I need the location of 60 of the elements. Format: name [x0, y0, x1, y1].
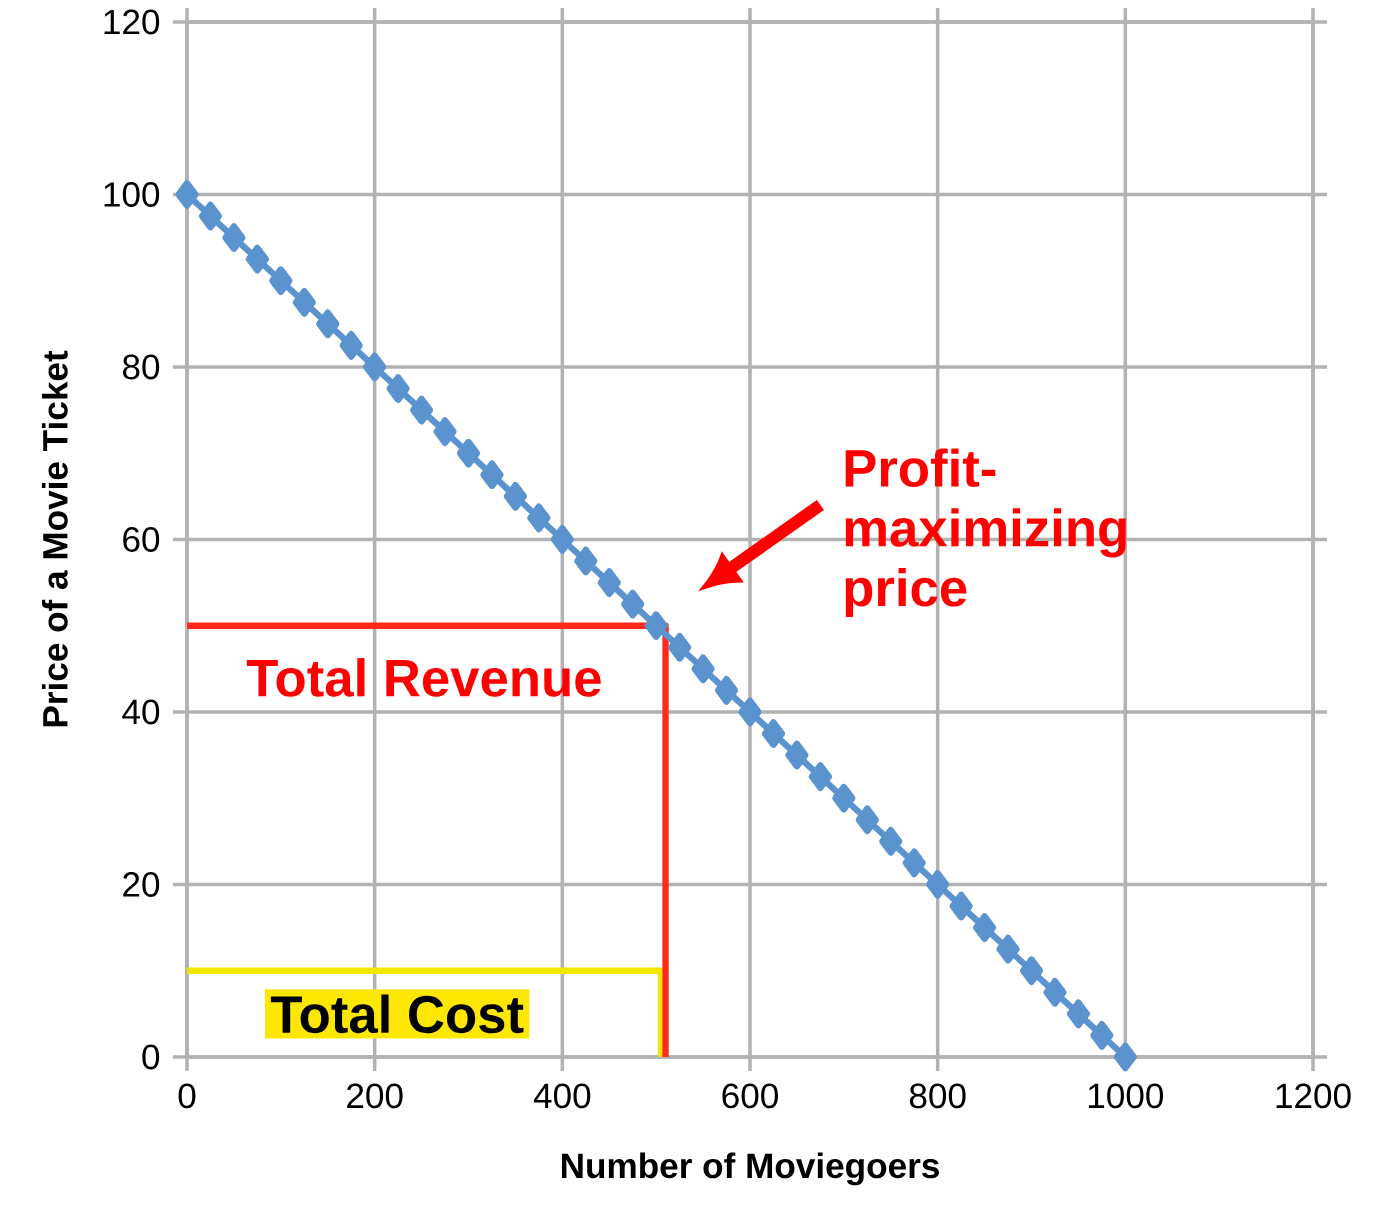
- point: [597, 568, 621, 598]
- point: [949, 891, 973, 921]
- point: [175, 180, 199, 209]
- point: [222, 223, 246, 253]
- y-tick-label: 120: [104, 9, 160, 35]
- point: [738, 697, 762, 727]
- point: [292, 287, 316, 317]
- point: [527, 503, 551, 533]
- x-tick-label: 400: [533, 1083, 591, 1109]
- point: [855, 805, 879, 835]
- point: [339, 331, 363, 360]
- y-tick-label: 40: [122, 699, 160, 725]
- point: [1019, 956, 1044, 986]
- point: [714, 676, 739, 705]
- x-tick-label: 800: [909, 1083, 966, 1109]
- point: [1113, 1042, 1137, 1072]
- y-tick-label: 80: [122, 354, 160, 380]
- point: [409, 395, 434, 425]
- point: [245, 244, 269, 274]
- point: [879, 826, 903, 856]
- point: [386, 374, 410, 403]
- point: [972, 913, 997, 943]
- x-axis-title: Number of Moviegoers: [561, 1152, 939, 1186]
- point: [808, 762, 832, 792]
- point: [644, 611, 668, 641]
- point: [1043, 977, 1067, 1007]
- point: [691, 654, 715, 684]
- y-tick-label: 0: [142, 1044, 160, 1070]
- y-tick-label: 20: [123, 872, 160, 897]
- point: [926, 870, 950, 899]
- x-tick-label: 600: [722, 1083, 778, 1109]
- point: [574, 546, 598, 576]
- x-tick-label: 0: [178, 1083, 196, 1109]
- point: [996, 934, 1020, 964]
- x-tick-label: 1200: [1276, 1083, 1351, 1109]
- point: [269, 266, 293, 296]
- y-tick-label: 100: [104, 182, 160, 207]
- point: [363, 352, 387, 382]
- point: [316, 309, 340, 339]
- point: [621, 589, 645, 619]
- point: [456, 438, 481, 468]
- point: [550, 525, 574, 554]
- annotation: Profit-maximizing price: [845, 448, 1126, 618]
- point: [832, 783, 856, 813]
- point: [503, 481, 528, 511]
- point: [902, 848, 926, 878]
- point: [1090, 1021, 1114, 1050]
- point: [785, 740, 809, 770]
- x-tick-label: 1000: [1088, 1083, 1164, 1109]
- point: [668, 632, 692, 662]
- point: [761, 719, 786, 748]
- y-axis-title: Price of a Movie Ticket: [41, 350, 68, 727]
- point: [433, 417, 457, 447]
- y-tick-label: 60: [123, 527, 160, 552]
- point: [198, 201, 223, 231]
- point: [1066, 999, 1091, 1029]
- annotation: Total Revenue: [246, 658, 601, 697]
- annotation: Total Cost: [270, 994, 524, 1034]
- x-tick-label: 200: [347, 1083, 403, 1109]
- point: [480, 460, 504, 490]
